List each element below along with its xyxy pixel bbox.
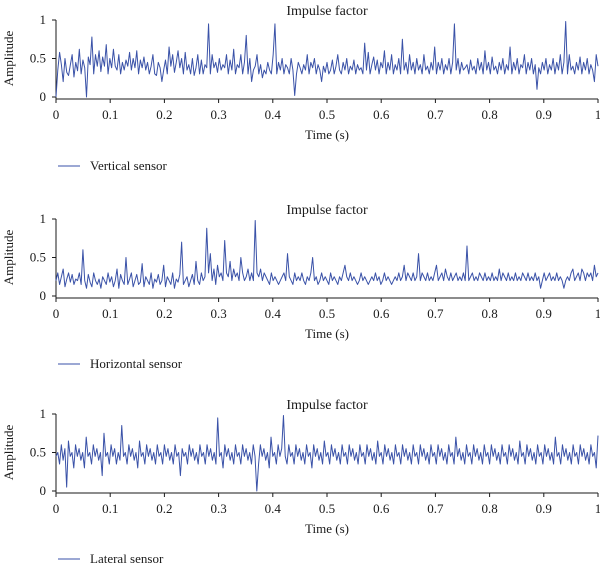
x-axis-label: Time (s) xyxy=(305,326,349,341)
y-tick-label: 1 xyxy=(40,211,47,226)
x-tick-label: 0.9 xyxy=(536,501,552,516)
x-tick-label: 0.2 xyxy=(156,306,172,321)
x-tick-label: 0.3 xyxy=(210,306,226,321)
x-axis-label: Time (s) xyxy=(305,521,349,536)
x-tick-label: 0.5 xyxy=(319,306,335,321)
x-tick-label: 0.7 xyxy=(427,306,444,321)
x-tick-label: 0.1 xyxy=(102,501,118,516)
x-tick-label: 1 xyxy=(595,306,600,321)
series-line xyxy=(55,415,599,492)
x-tick-label: 1 xyxy=(595,107,600,122)
y-tick-label: 0.5 xyxy=(30,445,46,460)
x-tick-label: 0 xyxy=(53,501,60,516)
chart-title: Impulse factor xyxy=(286,4,368,19)
x-tick-label: 0.8 xyxy=(481,306,497,321)
x-tick-label: 0.5 xyxy=(319,107,335,122)
y-tick-label: 1 xyxy=(40,406,47,421)
y-axis-label: Amplitude xyxy=(1,30,16,86)
x-tick-label: 0.4 xyxy=(265,306,282,321)
y-tick-label: 0.5 xyxy=(30,250,46,265)
x-tick-label: 0.1 xyxy=(102,306,118,321)
x-tick-label: 0.1 xyxy=(102,107,118,122)
x-tick-label: 0.8 xyxy=(481,501,497,516)
x-tick-label: 0.3 xyxy=(210,107,226,122)
x-tick-label: 0.8 xyxy=(481,107,497,122)
x-tick-label: 0.9 xyxy=(536,107,552,122)
y-tick-label: 0 xyxy=(40,483,47,498)
x-tick-label: 0.7 xyxy=(427,107,444,122)
x-tick-label: 0.7 xyxy=(427,501,444,516)
series-line xyxy=(55,220,599,289)
legend-label: Horizontal sensor xyxy=(90,356,183,371)
x-tick-label: 0.4 xyxy=(265,501,282,516)
y-tick-label: 0 xyxy=(40,89,47,104)
y-tick-label: 0 xyxy=(40,288,47,303)
chart-title: Impulse factor xyxy=(286,203,368,218)
x-tick-label: 0.2 xyxy=(156,501,172,516)
x-tick-label: 0.2 xyxy=(156,107,172,122)
chart-title: Impulse factor xyxy=(286,398,368,413)
x-tick-label: 0.5 xyxy=(319,501,335,516)
x-axis-label: Time (s) xyxy=(305,127,349,142)
y-axis-label: Amplitude xyxy=(1,229,16,285)
y-axis-label: Amplitude xyxy=(1,424,16,480)
x-tick-label: 0.6 xyxy=(373,107,390,122)
x-tick-label: 0.6 xyxy=(373,306,390,321)
x-tick-label: 0.3 xyxy=(210,501,226,516)
y-tick-label: 0.5 xyxy=(30,51,46,66)
legend-label: Vertical sensor xyxy=(90,158,168,173)
x-tick-label: 0.4 xyxy=(265,107,282,122)
chart-panel-horizontal: Impulse factor 0 0.1 0.2 0.3 0.4 0.5 0.6 0.7 0.8 0… xyxy=(1,203,600,371)
legend-label: Lateral sensor xyxy=(90,551,164,566)
chart-panel-lateral: Impulse factor 0 0.1 0.2 0.3 0.4 0.5 0.6 0.7 0.8 0… xyxy=(1,398,600,566)
series-line xyxy=(55,21,599,98)
x-tick-label: 0 xyxy=(53,306,60,321)
x-tick-label: 0 xyxy=(53,107,60,122)
chart-panel-vertical: Impulse factor 0 0.1 0.2 0.3 0.4 0.5 0.6 0.7 0.8 0… xyxy=(1,4,600,173)
x-tick-label: 1 xyxy=(595,501,600,516)
x-tick-label: 0.6 xyxy=(373,501,390,516)
y-tick-label: 1 xyxy=(40,12,47,27)
x-tick-label: 0.9 xyxy=(536,306,552,321)
